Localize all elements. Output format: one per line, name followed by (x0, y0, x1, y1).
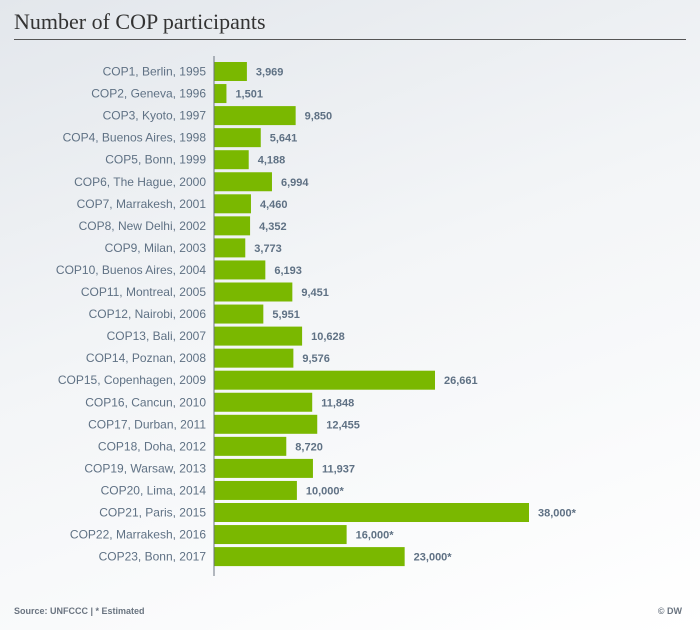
category-label: COP4, Buenos Aires, 1998 (63, 131, 207, 145)
chart-title: Number of COP participants (14, 9, 266, 34)
bar (214, 260, 266, 280)
bar (214, 194, 251, 214)
category-label: COP15, Copenhagen, 2009 (58, 373, 206, 387)
category-label: COP10, Buenos Aires, 2004 (56, 263, 206, 277)
source-note: Source: UNFCCC | * Estimated (14, 606, 145, 616)
bar (214, 458, 313, 478)
value-label: 6,994 (281, 177, 309, 189)
value-label: 16,000* (356, 530, 395, 542)
category-label: COP1, Berlin, 1995 (103, 65, 207, 79)
value-label: 4,352 (259, 221, 287, 233)
category-label: COP19, Warsaw, 2013 (84, 461, 206, 475)
category-label: COP6, The Hague, 2000 (74, 175, 206, 189)
value-label: 23,000* (414, 552, 453, 564)
bar (214, 547, 405, 567)
value-label: 26,661 (444, 375, 478, 387)
category-label: COP7, Marrakesh, 2001 (77, 197, 207, 211)
bar (214, 150, 249, 170)
bar (214, 304, 264, 324)
title-divider (14, 39, 686, 40)
bar-chart: COP1, Berlin, 1995 3,969 COP2, Geneva, 199… (56, 56, 577, 576)
dw-credit: © DW (657, 606, 682, 616)
value-label: 4,188 (258, 155, 286, 167)
category-label: COP22, Marrakesh, 2016 (70, 528, 206, 542)
bar (214, 370, 436, 390)
value-label: 5,951 (272, 309, 300, 321)
bar (214, 326, 303, 346)
category-label: COP9, Milan, 2003 (105, 241, 207, 255)
bar (214, 436, 287, 456)
bar (214, 525, 347, 545)
value-label: 8,720 (295, 441, 323, 453)
value-label: 1,501 (235, 89, 263, 101)
value-label: 11,937 (322, 463, 355, 475)
bar (214, 392, 313, 412)
bar (214, 172, 272, 192)
category-label: COP2, Geneva, 1996 (91, 87, 206, 101)
bar (214, 282, 293, 302)
value-label: 3,773 (254, 243, 282, 255)
bar (214, 62, 247, 81)
category-label: COP11, Montreal, 2005 (81, 285, 207, 299)
bar (214, 106, 296, 126)
value-label: 10,628 (311, 331, 345, 343)
value-label: 38,000* (538, 508, 577, 520)
category-label: COP17, Durban, 2011 (88, 417, 206, 431)
bar (214, 414, 318, 434)
bar (214, 238, 246, 258)
value-label: 6,193 (274, 265, 302, 277)
category-label: COP8, New Delhi, 2002 (79, 219, 207, 233)
bar (214, 480, 297, 500)
bar (214, 216, 251, 236)
category-label: COP13, Bali, 2007 (107, 329, 207, 343)
value-label: 4,460 (260, 199, 288, 211)
value-label: 10,000* (306, 485, 345, 497)
category-label: COP5, Bonn, 1999 (105, 153, 206, 167)
value-label: 11,848 (321, 397, 354, 409)
value-label: 5,641 (270, 133, 298, 145)
category-label: COP3, Kyoto, 1997 (103, 109, 207, 123)
value-label: 9,576 (302, 353, 330, 365)
value-label: 9,850 (305, 111, 333, 123)
category-label: COP12, Nairobi, 2006 (89, 307, 207, 321)
category-label: COP20, Lima, 2014 (101, 483, 207, 497)
category-label: COP23, Bonn, 2017 (99, 550, 207, 564)
bar (214, 348, 294, 368)
value-label: 3,969 (256, 67, 284, 79)
bar (214, 128, 261, 148)
value-label: 9,451 (301, 287, 329, 299)
bar (214, 503, 529, 522)
category-label: COP14, Poznan, 2008 (86, 351, 206, 365)
category-label: COP16, Cancun, 2010 (85, 395, 206, 409)
bar (214, 84, 227, 104)
category-label: COP18, Doha, 2012 (98, 439, 206, 453)
value-label: 12,455 (326, 419, 360, 431)
category-label: COP21, Paris, 2015 (99, 506, 206, 520)
